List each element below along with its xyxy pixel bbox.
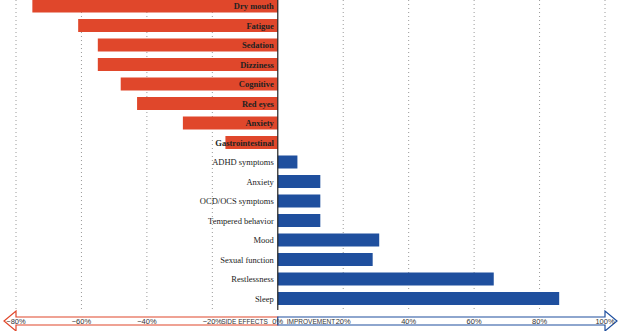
bar (278, 234, 379, 247)
category-label: Gastrointestinal (215, 138, 274, 148)
category-labels: Dry mouth Fatigue Sedation Dizziness Cogniti… (200, 1, 275, 304)
bar (78, 19, 278, 32)
bar (137, 97, 278, 110)
bar (278, 175, 321, 188)
chart: Dry mouth Fatigue Sedation Dizziness Cogniti… (0, 0, 624, 331)
bar (278, 156, 298, 169)
grid-line (408, 0, 409, 310)
bar (278, 214, 321, 227)
tick-label: 0% (272, 317, 283, 326)
grid-line (605, 0, 606, 310)
category-label: ADHD symptoms (212, 157, 274, 167)
zero-line (277, 0, 278, 310)
tick-label: 40% (401, 317, 416, 326)
category-label: Anxiety (245, 118, 274, 128)
category-label: Mood (253, 235, 274, 245)
series-name: IMPROVEMENT (287, 318, 335, 325)
category-label: Sleep (255, 294, 274, 304)
bar (278, 195, 321, 208)
tick-label: 60% (467, 317, 482, 326)
category-label: Cognitive (239, 79, 274, 89)
axis-arrow: −80% −60% −40% −20% 0% 20% 40% 60% 80% 100% SIDE E… (4, 311, 617, 331)
grid-line (81, 0, 82, 310)
category-label: Sedation (242, 40, 274, 50)
category-label: Tempered behavior (208, 216, 274, 226)
series-name: SIDE EFFECTS (221, 318, 268, 325)
grid-line (539, 0, 540, 310)
grid (16, 0, 605, 310)
category-label: Red eyes (242, 99, 275, 109)
axis-arrow-left (4, 311, 278, 331)
bar (98, 58, 278, 71)
bar (98, 39, 278, 52)
bar (121, 78, 278, 91)
grid-line (16, 0, 17, 310)
bar (183, 117, 278, 130)
bar (278, 292, 559, 305)
tick-label: −20% (203, 317, 223, 326)
axis-arrow-right (278, 311, 617, 331)
chart-root: Dry mouth Fatigue Sedation Dizziness Cogniti… (0, 0, 624, 331)
category-label: Sexual function (220, 255, 274, 265)
tick-label: 80% (532, 317, 547, 326)
bars (32, 0, 559, 305)
category-label: Dry mouth (234, 1, 274, 11)
bar (32, 0, 277, 13)
category-label: Dizziness (240, 60, 274, 70)
tick-label: 20% (336, 317, 351, 326)
category-label: OCD/OCS symptoms (200, 196, 274, 206)
grid-line (474, 0, 475, 310)
category-label: Restlessness (231, 274, 274, 284)
category-label: Fatigue (246, 21, 274, 31)
tick-label: −80% (6, 317, 26, 326)
tick-label: 100% (595, 317, 615, 326)
bar (278, 253, 373, 266)
bar (278, 273, 494, 286)
tick-label: −40% (137, 317, 157, 326)
category-label: Anxiety (246, 177, 274, 187)
tick-label: −60% (72, 317, 92, 326)
